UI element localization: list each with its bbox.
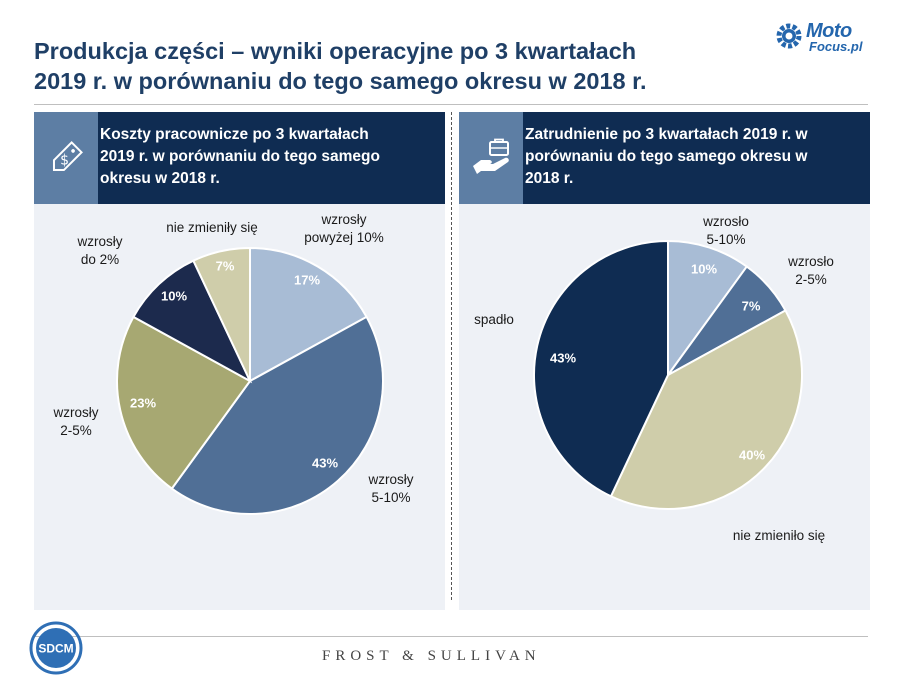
page-title: Produkcja części – wyniki operacyjne po … bbox=[34, 36, 754, 96]
left-panel-title: Koszty pracownicze po 3 kwartałach 2019 … bbox=[100, 126, 380, 187]
logo-word-moto: Moto bbox=[806, 20, 852, 42]
pie1-slice-2 bbox=[170, 315, 385, 515]
pie1-category-label-1: wzrosły powyżej 10% bbox=[304, 212, 384, 245]
pie2-slice-1 bbox=[667, 239, 749, 379]
title-line-2: 2019 r. w porównaniu do tego samego okre… bbox=[34, 68, 647, 94]
right-panel-title: Zatrudnienie po 3 kwartałach 2019 r. w p… bbox=[525, 126, 808, 187]
pie2-category-label-1: wzrosło 5-10% bbox=[702, 214, 749, 247]
left-icon-box: $ bbox=[34, 112, 98, 204]
gear-logo-icon bbox=[776, 23, 802, 49]
pie1-value-label-5: 7% bbox=[216, 258, 235, 273]
pie2-value-label-3: 40% bbox=[739, 447, 765, 462]
top-rule bbox=[34, 104, 868, 105]
pie1-category-label-2: wzrosły 5-10% bbox=[367, 472, 413, 505]
bottom-rule bbox=[34, 636, 868, 637]
pie2-value-label-1: 10% bbox=[691, 261, 717, 276]
pie1-value-label-2: 43% bbox=[312, 455, 338, 470]
pie1-slice-3 bbox=[116, 315, 252, 490]
pie1-value-label-1: 17% bbox=[294, 272, 320, 287]
left-panel-header: $ Koszty pracownicze po 3 kwartałach 201… bbox=[34, 112, 445, 204]
pie1-slice-4 bbox=[132, 259, 253, 384]
pie2-slice-4 bbox=[533, 239, 669, 498]
right-panel-header: Zatrudnienie po 3 kwartałach 2019 r. w p… bbox=[459, 112, 870, 204]
pie2-slice-3 bbox=[609, 309, 804, 510]
pie2-value-label-4: 43% bbox=[550, 350, 576, 365]
pie2-category-label-3: nie zmieniło się bbox=[733, 528, 825, 543]
motofocus-logo: Moto Focus.pl bbox=[776, 20, 876, 56]
sdcm-logo: SDCM bbox=[29, 621, 83, 675]
pie2-value-label-2: 7% bbox=[742, 298, 761, 313]
pie1-value-label-3: 23% bbox=[130, 395, 156, 410]
pie1-category-label-5: nie zmieniły się bbox=[166, 220, 258, 235]
panel-divider bbox=[451, 112, 452, 600]
hand-briefcase-icon bbox=[473, 138, 509, 174]
frost-sullivan-logo: FROST & SULLIVAN bbox=[322, 648, 541, 664]
pie2-category-label-2: wzrosło 2-5% bbox=[787, 254, 834, 287]
pie-chart-1: 17% wzrosły powyżej 10% 43% wzrosły 5-10% 23% w… bbox=[52, 212, 414, 515]
title-line-1: Produkcja części – wyniki operacyjne po … bbox=[34, 38, 637, 64]
pie1-category-label-3: wzrosły 2-5% bbox=[52, 405, 98, 438]
right-icon-box bbox=[459, 112, 523, 204]
pie1-slice-5 bbox=[192, 246, 251, 382]
logo-word-focus: Focus.pl bbox=[809, 39, 863, 54]
pie1-slice-1 bbox=[249, 246, 368, 383]
sdcm-logo-text: SDCM bbox=[38, 642, 73, 656]
pie2-category-label-4: spadło bbox=[474, 312, 514, 327]
pie1-category-label-4: wzrosły do 2% bbox=[76, 234, 122, 267]
price-tag-dollar-icon: $ bbox=[52, 141, 83, 172]
pie1-value-label-4: 10% bbox=[161, 288, 187, 303]
svg-text:$: $ bbox=[60, 152, 69, 168]
pie-chart-2: 10% wzrosło 5-10% 7% wzrosło 2-5% 40% nie zmien… bbox=[474, 214, 834, 543]
